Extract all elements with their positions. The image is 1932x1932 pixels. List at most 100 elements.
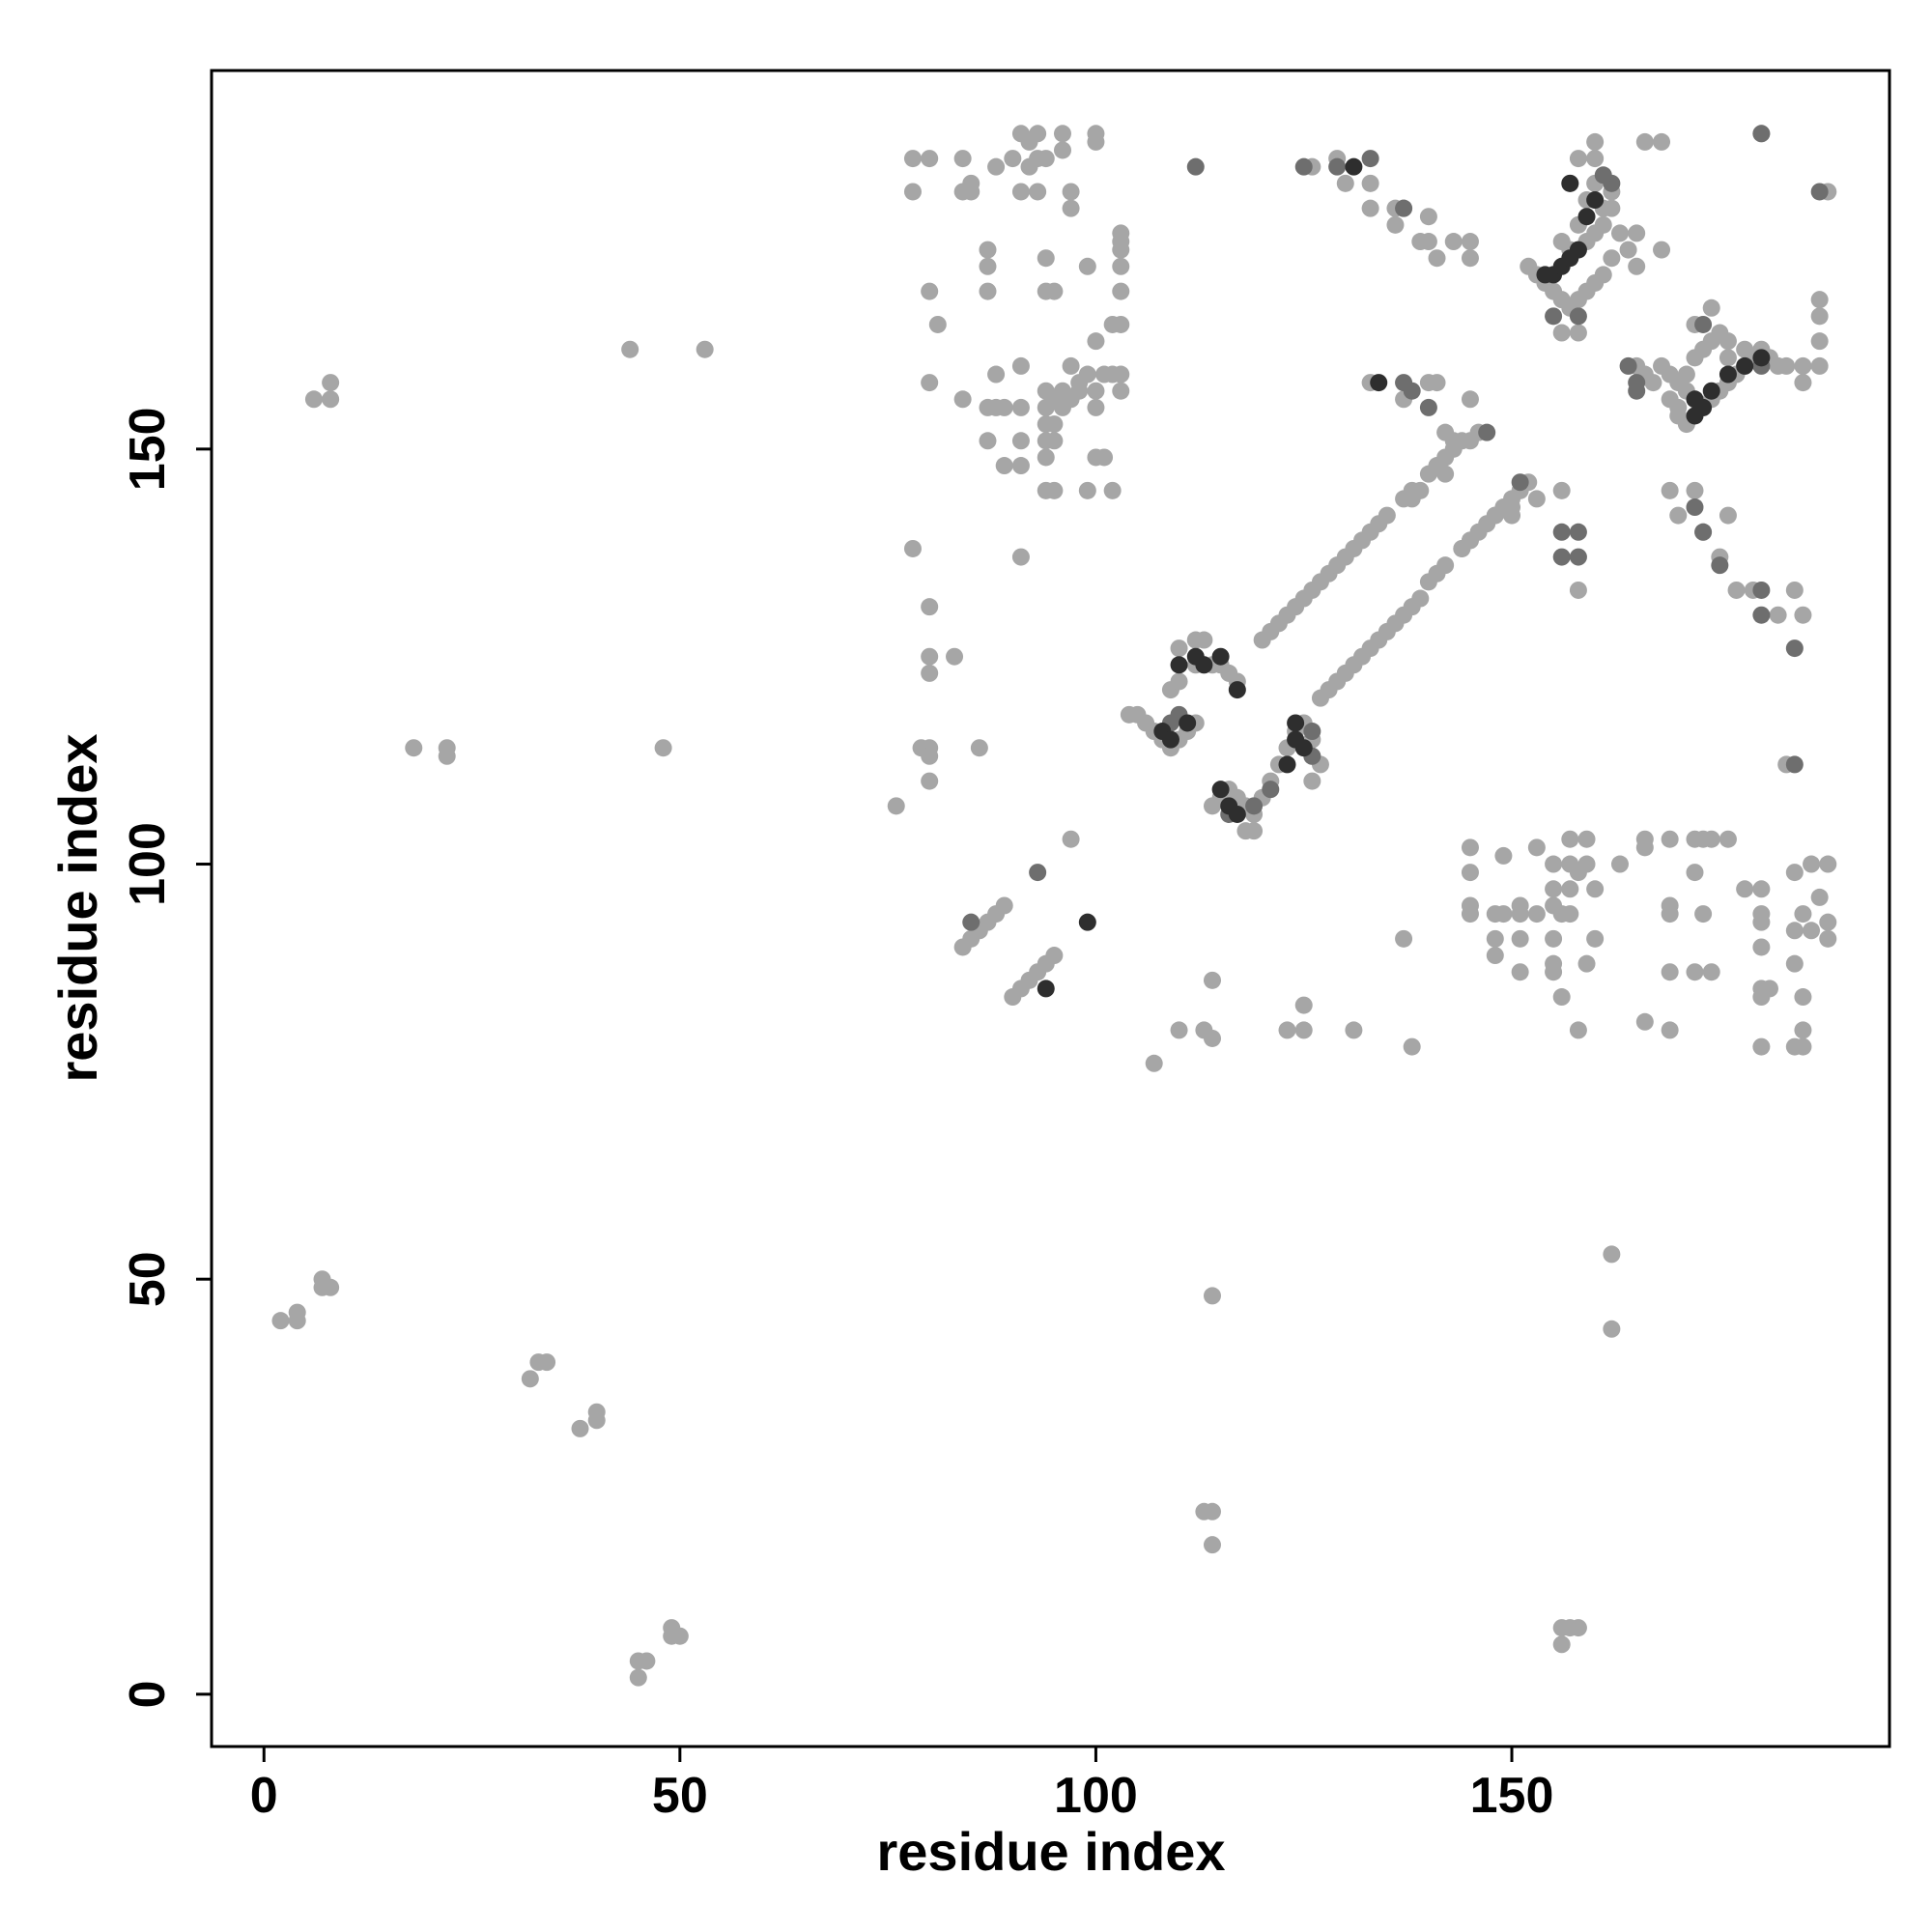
point [921,647,939,666]
point [1628,382,1646,400]
point [1594,215,1612,234]
point [1037,249,1055,268]
point [1603,249,1621,268]
point [1719,506,1737,525]
point [1569,1021,1587,1039]
point [1785,1037,1804,1056]
point [1561,880,1579,898]
y-axis-title: residue index [47,733,108,1082]
point [887,797,905,815]
point [1078,481,1096,499]
point [1752,880,1771,898]
point [1686,407,1704,425]
point [1561,174,1579,192]
point [1112,382,1130,400]
point [953,390,972,409]
point [903,183,922,201]
point [1719,349,1737,367]
point [1170,672,1188,691]
point [1062,830,1080,848]
point [1029,125,1047,143]
point [1785,639,1804,658]
point [1545,307,1563,326]
point [621,340,639,358]
point [1810,888,1829,906]
point [1752,349,1771,367]
point [1037,980,1055,998]
point [1785,864,1804,882]
point [1644,374,1662,392]
plot-frame [210,69,1891,1748]
point [1062,390,1080,409]
point [1785,755,1804,774]
point [1661,963,1679,981]
point [1794,1021,1812,1039]
point [1653,132,1671,151]
point [1527,490,1546,508]
point [1711,556,1729,575]
point [1794,905,1812,923]
point [1179,714,1197,732]
point [1037,448,1055,467]
point [1810,183,1829,201]
point [1294,1021,1313,1039]
point [1078,365,1096,384]
point [1603,199,1621,217]
point [1103,481,1122,499]
point [1411,233,1430,251]
point [322,390,340,409]
point [1011,457,1030,475]
point [953,150,972,168]
point [1694,905,1713,923]
point [1436,556,1455,575]
point [1552,988,1571,1007]
point [1694,315,1713,333]
point [1552,481,1571,499]
point [1552,523,1571,541]
point [1486,947,1504,965]
point [1794,374,1812,392]
point [1461,249,1479,268]
point [1419,398,1437,416]
point [1545,963,1563,981]
point [1752,913,1771,931]
point [1087,382,1105,400]
point [1619,356,1637,375]
point [1511,473,1529,492]
point [1078,257,1096,275]
point [1810,356,1829,375]
point [921,664,939,682]
point [1294,157,1313,176]
point [962,183,980,201]
y-tick-label: 150 [120,407,176,491]
point [1702,332,1720,351]
x-tick-label: 150 [1470,1768,1554,1824]
point [1785,922,1804,940]
point [903,150,922,168]
y-tick-label: 100 [120,822,176,906]
point [1411,589,1430,608]
point [1211,647,1230,666]
point [1062,199,1080,217]
point [1803,855,1821,873]
point [1577,954,1596,973]
point [1461,233,1479,251]
point [1610,855,1629,873]
point [1112,282,1130,300]
point [1586,880,1605,898]
point [1303,723,1321,741]
point [1203,1536,1221,1554]
point [1552,324,1571,342]
point [629,1668,647,1687]
point [1403,382,1421,400]
point [1378,506,1396,525]
point [962,913,980,931]
point [1195,656,1213,674]
point [1586,929,1605,948]
point [1011,398,1030,416]
point [1294,739,1313,757]
point [1170,639,1188,658]
point [438,747,456,765]
point [1203,1502,1221,1520]
point [1794,988,1812,1007]
